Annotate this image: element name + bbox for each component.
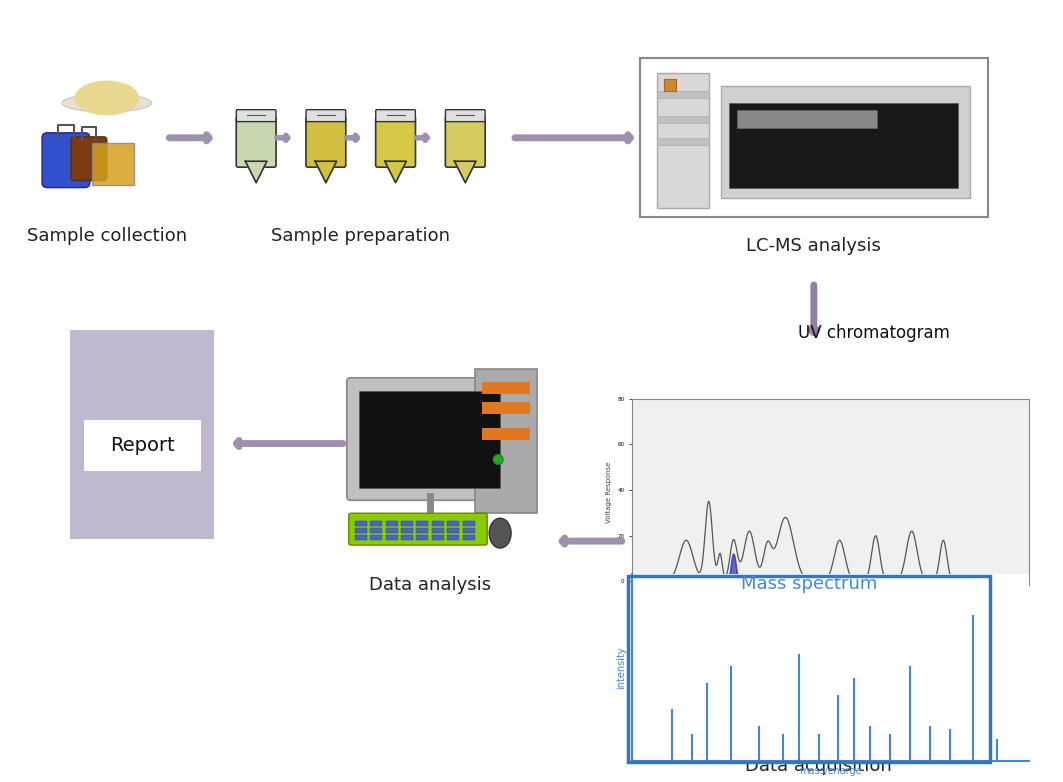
Polygon shape: [315, 161, 337, 183]
FancyBboxPatch shape: [445, 109, 485, 122]
Bar: [370, 521, 382, 526]
FancyBboxPatch shape: [640, 58, 989, 217]
Bar: [432, 521, 444, 526]
FancyBboxPatch shape: [236, 117, 276, 167]
Bar: [370, 528, 382, 533]
FancyBboxPatch shape: [375, 117, 416, 167]
FancyBboxPatch shape: [375, 109, 416, 122]
Bar: [401, 521, 414, 526]
Bar: [417, 535, 428, 540]
Bar: [448, 528, 459, 533]
FancyBboxPatch shape: [71, 137, 106, 181]
Bar: [355, 528, 367, 533]
Polygon shape: [246, 161, 267, 183]
Circle shape: [493, 454, 503, 465]
Bar: [370, 535, 382, 540]
FancyBboxPatch shape: [91, 143, 134, 185]
Bar: [386, 521, 398, 526]
Bar: [386, 528, 398, 533]
Bar: [401, 528, 414, 533]
Bar: [658, 138, 709, 145]
Ellipse shape: [62, 94, 152, 112]
Bar: [417, 528, 428, 533]
Bar: [462, 535, 475, 540]
Bar: [432, 535, 444, 540]
Bar: [658, 116, 709, 123]
Text: Mass spectrum: Mass spectrum: [741, 575, 877, 593]
Polygon shape: [455, 161, 476, 183]
Text: Sample collection: Sample collection: [27, 228, 187, 246]
Bar: [664, 79, 676, 91]
Bar: [417, 521, 428, 526]
Bar: [448, 521, 459, 526]
Bar: [721, 86, 971, 198]
Bar: [355, 521, 367, 526]
Bar: [84, 420, 201, 472]
Text: Report: Report: [111, 436, 175, 455]
Text: Data acquisition: Data acquisition: [745, 757, 892, 775]
FancyBboxPatch shape: [445, 117, 485, 167]
Bar: [483, 402, 530, 414]
Bar: [462, 528, 475, 533]
Bar: [729, 103, 958, 188]
Bar: [658, 91, 709, 98]
Ellipse shape: [489, 518, 511, 548]
Bar: [432, 528, 444, 533]
Bar: [401, 535, 414, 540]
Text: Data analysis: Data analysis: [369, 576, 491, 594]
Text: LC-MS analysis: LC-MS analysis: [746, 238, 881, 256]
Bar: [658, 73, 709, 207]
Ellipse shape: [74, 81, 139, 116]
Bar: [355, 535, 367, 540]
Bar: [737, 110, 877, 127]
Bar: [483, 428, 530, 439]
FancyBboxPatch shape: [306, 117, 345, 167]
Polygon shape: [385, 161, 406, 183]
Bar: [462, 521, 475, 526]
Bar: [448, 535, 459, 540]
FancyBboxPatch shape: [43, 133, 90, 188]
FancyBboxPatch shape: [306, 109, 345, 122]
Bar: [386, 535, 398, 540]
Bar: [475, 369, 537, 513]
Bar: [358, 391, 500, 488]
FancyBboxPatch shape: [347, 378, 514, 500]
Bar: [483, 382, 530, 393]
FancyBboxPatch shape: [349, 513, 487, 545]
Text: UV chromatogram: UV chromatogram: [797, 324, 949, 342]
Text: Sample preparation: Sample preparation: [271, 228, 451, 246]
FancyBboxPatch shape: [236, 109, 276, 122]
Bar: [70, 330, 215, 539]
